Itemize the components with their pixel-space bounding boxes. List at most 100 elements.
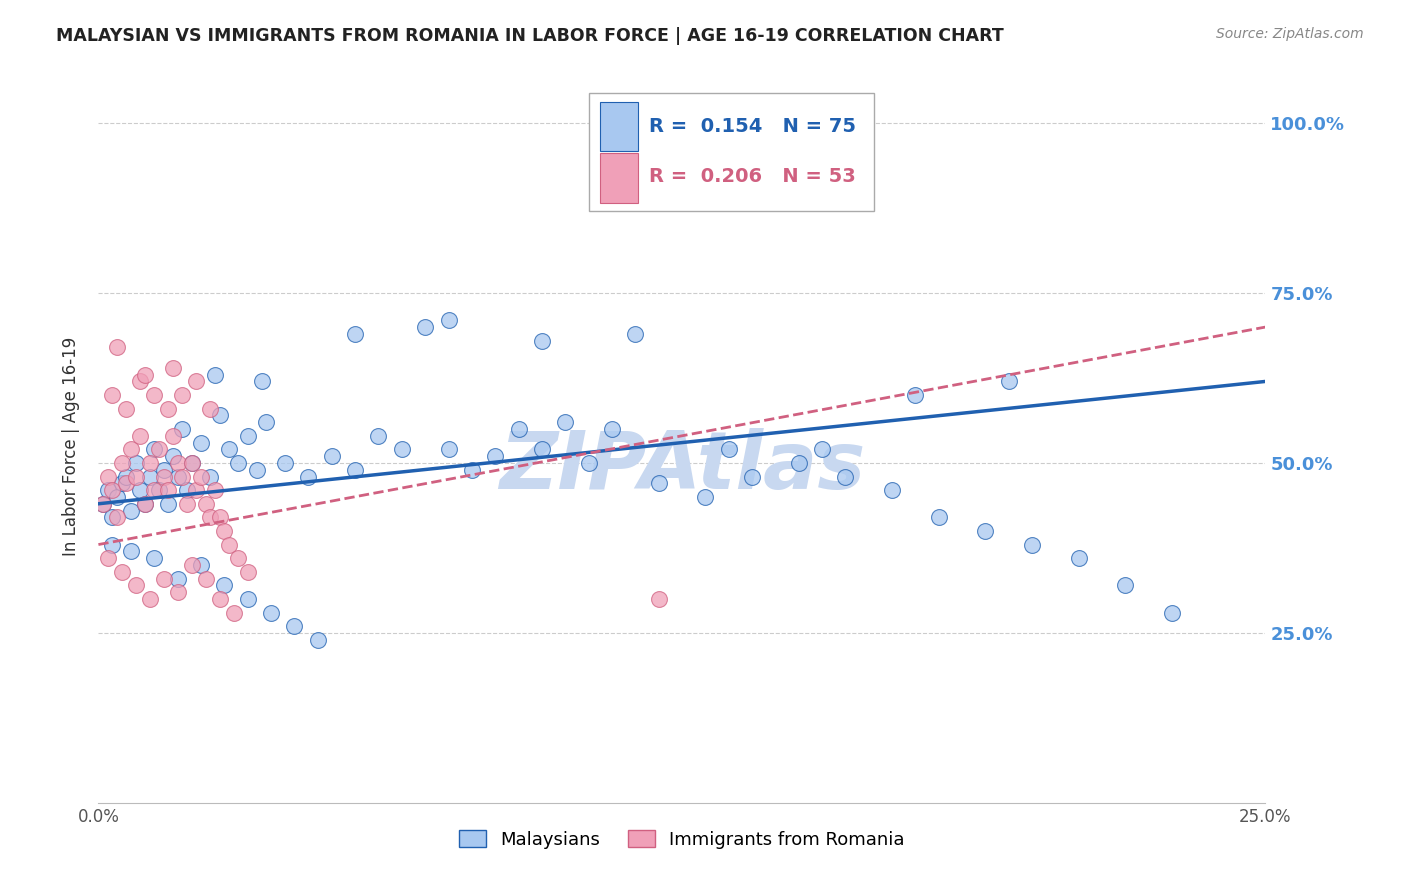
Point bbox=[530, 442, 553, 457]
Point bbox=[321, 449, 343, 463]
Point bbox=[129, 375, 152, 389]
Point bbox=[157, 401, 180, 416]
Point bbox=[91, 497, 114, 511]
Point bbox=[624, 326, 647, 341]
Point bbox=[97, 551, 120, 566]
Point bbox=[111, 456, 134, 470]
Point bbox=[162, 429, 184, 443]
Point bbox=[105, 510, 128, 524]
Point bbox=[437, 313, 460, 327]
Legend: Malaysians, Immigrants from Romania: Malaysians, Immigrants from Romania bbox=[450, 822, 914, 858]
Point bbox=[974, 524, 997, 538]
Point bbox=[228, 456, 250, 470]
Point bbox=[101, 388, 124, 402]
Point bbox=[214, 578, 236, 592]
Point bbox=[143, 551, 166, 566]
Point bbox=[1067, 551, 1090, 566]
Point bbox=[162, 449, 184, 463]
Point bbox=[134, 497, 156, 511]
Point bbox=[115, 476, 138, 491]
Text: R =  0.154   N = 75: R = 0.154 N = 75 bbox=[650, 117, 856, 136]
FancyBboxPatch shape bbox=[589, 93, 875, 211]
Point bbox=[166, 585, 188, 599]
Point bbox=[143, 442, 166, 457]
Point bbox=[172, 469, 194, 483]
Point bbox=[530, 334, 553, 348]
Point bbox=[186, 375, 208, 389]
Point bbox=[228, 551, 250, 566]
Point bbox=[997, 375, 1019, 389]
Point bbox=[190, 435, 212, 450]
Point bbox=[200, 510, 222, 524]
Point bbox=[391, 442, 413, 457]
Point bbox=[1114, 578, 1136, 592]
Point bbox=[139, 456, 162, 470]
Point bbox=[143, 483, 166, 498]
Point bbox=[246, 463, 269, 477]
Point bbox=[222, 606, 245, 620]
Point bbox=[508, 422, 530, 436]
Point bbox=[120, 544, 142, 558]
Point bbox=[176, 497, 198, 511]
FancyBboxPatch shape bbox=[600, 102, 637, 152]
Point bbox=[367, 429, 389, 443]
Point bbox=[120, 503, 142, 517]
Point bbox=[880, 483, 903, 498]
Point bbox=[600, 422, 623, 436]
Point bbox=[115, 401, 138, 416]
Text: Source: ZipAtlas.com: Source: ZipAtlas.com bbox=[1216, 27, 1364, 41]
Point bbox=[344, 463, 367, 477]
Point bbox=[1161, 606, 1184, 620]
Point bbox=[180, 456, 202, 470]
Point bbox=[101, 483, 124, 498]
Text: R =  0.206   N = 53: R = 0.206 N = 53 bbox=[650, 168, 856, 186]
Point bbox=[166, 456, 188, 470]
Point bbox=[250, 375, 273, 389]
Point bbox=[143, 388, 166, 402]
Point bbox=[834, 469, 856, 483]
Point bbox=[101, 510, 124, 524]
Point bbox=[172, 422, 194, 436]
Point bbox=[461, 463, 484, 477]
Point bbox=[218, 537, 240, 551]
Point bbox=[208, 510, 231, 524]
Point bbox=[1021, 537, 1043, 551]
Point bbox=[152, 572, 174, 586]
Point bbox=[162, 360, 184, 375]
Point bbox=[194, 572, 217, 586]
Point bbox=[97, 483, 120, 498]
Point bbox=[297, 469, 319, 483]
Point bbox=[204, 483, 226, 498]
FancyBboxPatch shape bbox=[600, 153, 637, 202]
Point bbox=[134, 368, 156, 382]
Point bbox=[190, 558, 212, 572]
Point bbox=[129, 483, 152, 498]
Point bbox=[134, 497, 156, 511]
Point bbox=[176, 483, 198, 498]
Point bbox=[236, 591, 259, 606]
Point bbox=[236, 565, 259, 579]
Point bbox=[484, 449, 506, 463]
Point bbox=[91, 497, 114, 511]
Point bbox=[157, 497, 180, 511]
Point bbox=[105, 490, 128, 504]
Point bbox=[200, 469, 222, 483]
Point bbox=[120, 442, 142, 457]
Point bbox=[105, 341, 128, 355]
Point bbox=[111, 565, 134, 579]
Point bbox=[283, 619, 305, 633]
Point bbox=[129, 429, 152, 443]
Point bbox=[928, 510, 950, 524]
Y-axis label: In Labor Force | Age 16-19: In Labor Force | Age 16-19 bbox=[62, 336, 80, 556]
Point bbox=[200, 401, 222, 416]
Point bbox=[125, 578, 148, 592]
Point bbox=[111, 476, 134, 491]
Point bbox=[186, 483, 208, 498]
Point bbox=[256, 415, 278, 429]
Point bbox=[166, 572, 188, 586]
Point bbox=[741, 469, 763, 483]
Point bbox=[194, 497, 217, 511]
Point bbox=[101, 537, 124, 551]
Point bbox=[172, 388, 194, 402]
Point bbox=[260, 606, 283, 620]
